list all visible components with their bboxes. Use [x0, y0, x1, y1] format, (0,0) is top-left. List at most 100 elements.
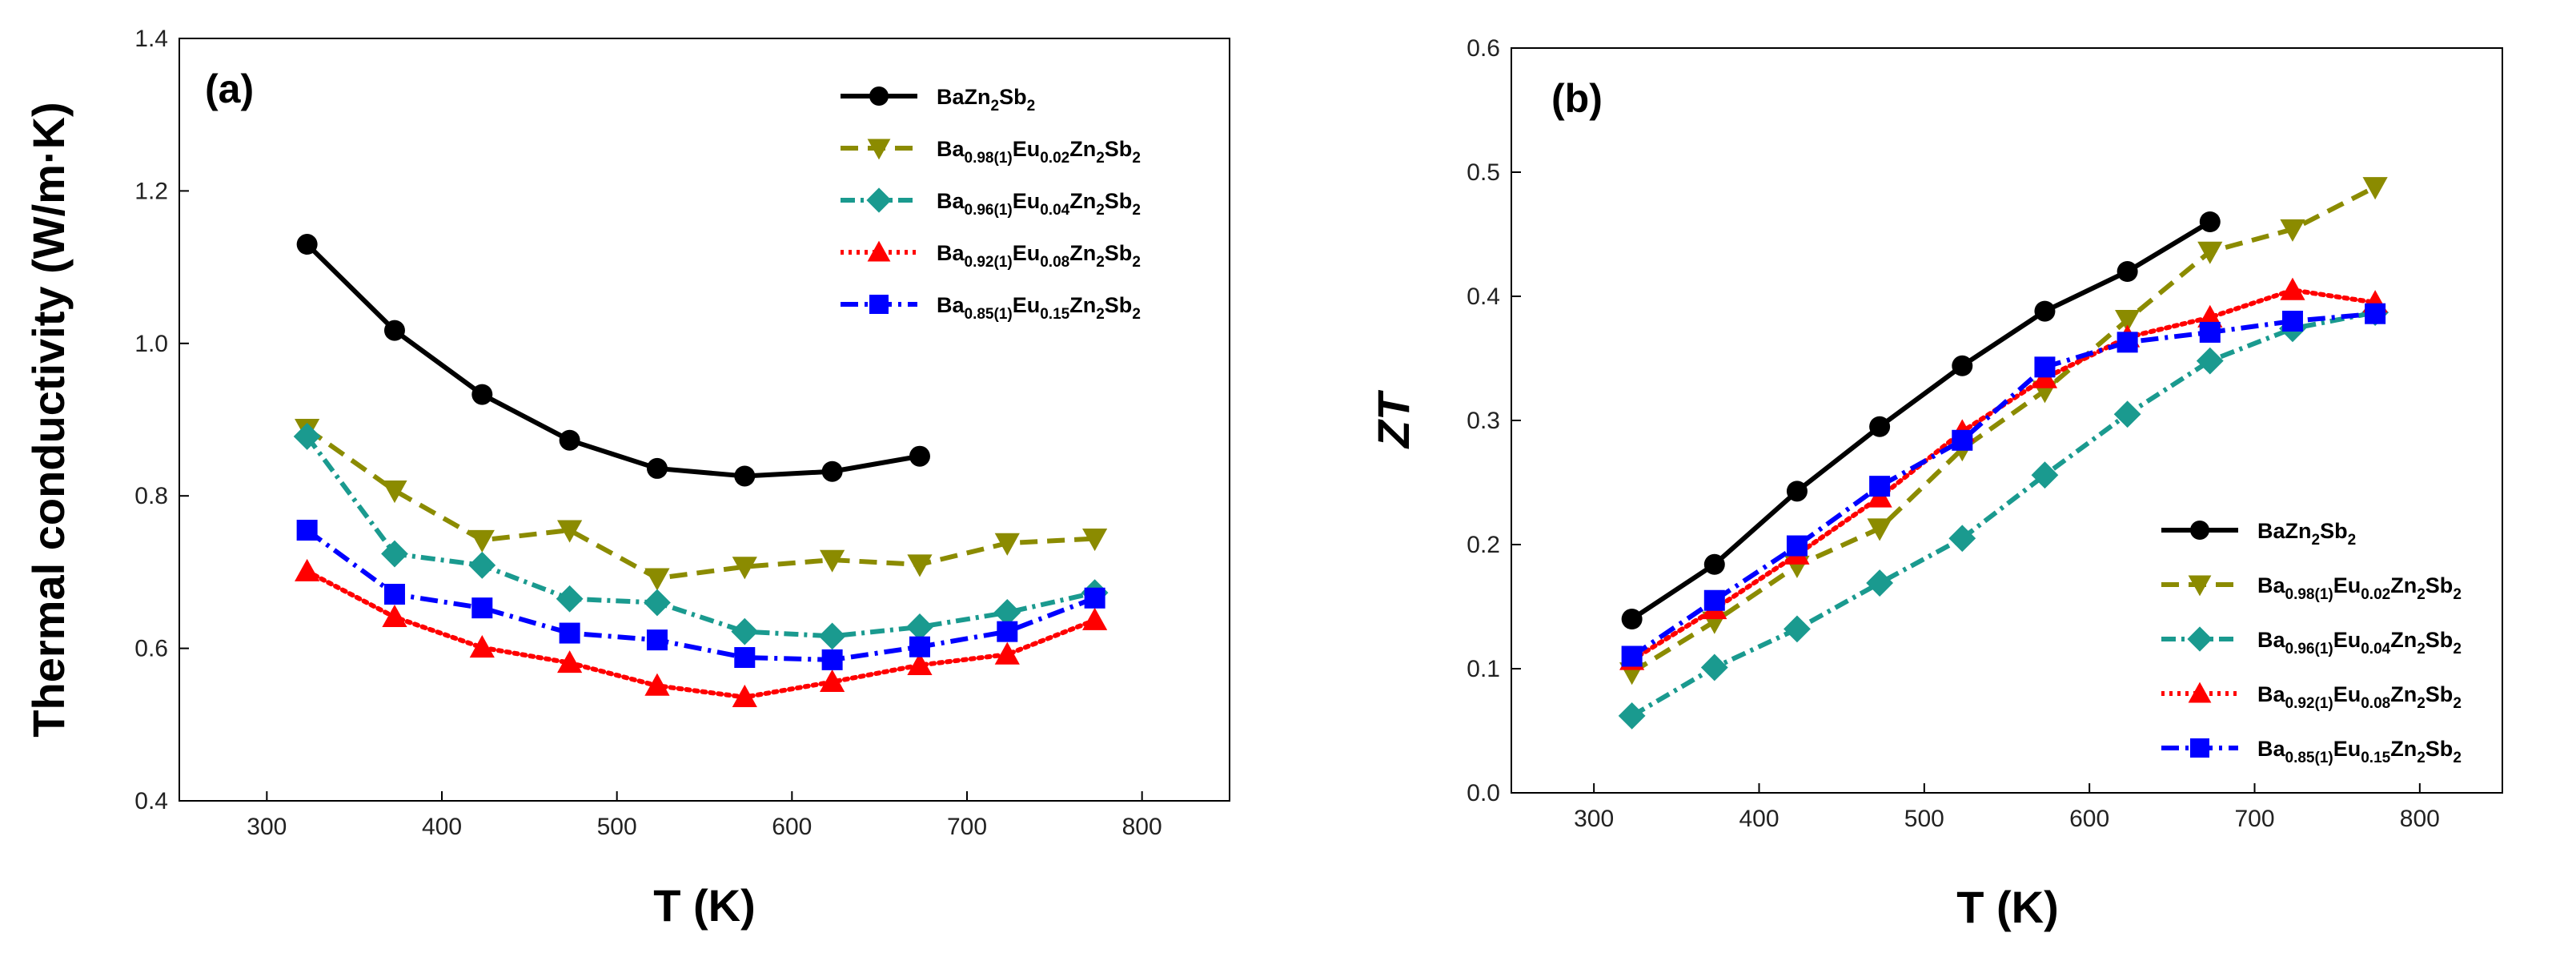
panel-a-data-point [295, 558, 320, 581]
panel-a-data-point [994, 533, 1020, 556]
panel-a-data-point [293, 423, 321, 450]
panel-a-x-tick-label: 800 [1122, 814, 1162, 840]
panel-a-data-point [469, 529, 495, 553]
panel-a-data-point [471, 597, 493, 619]
panel-a-series-line-1 [305, 426, 1095, 581]
panel-a-data-point [646, 629, 668, 651]
panel-b-legend-marker-1 [2188, 575, 2212, 597]
panel-a-data-point [907, 652, 933, 676]
panel-a-data-point [909, 636, 930, 657]
panel-a-data-point [644, 568, 670, 591]
panel-a-legend-marker-1 [867, 139, 891, 160]
panel-a-data-point [383, 320, 405, 341]
panel-a-y-tick-label: 0.4 [134, 788, 168, 814]
panel-b-data-point [1621, 645, 1643, 667]
panel-a-data-point [732, 684, 757, 708]
panel-b-data-point [1948, 525, 1976, 553]
panel-b-series-group [1618, 177, 2389, 730]
panel-b-data-point [1784, 615, 1811, 643]
panel-a-data-point [820, 669, 845, 692]
panel-b-legend-label-2: Ba0.96(1)Eu0.04Zn2Sb2 [2257, 628, 2462, 657]
panel-b-y-tick-label: 0.0 [1467, 780, 1500, 806]
panel-a-data-point [906, 613, 933, 641]
panel-a-data-point [556, 585, 584, 613]
panel-a-series-line-4 [305, 528, 1096, 662]
panel-b-x-tick-label: 800 [2400, 806, 2440, 832]
panel-a-legend-label-4: Ba0.85(1)Eu0.15Zn2Sb2 [937, 293, 1141, 323]
panel-a-y-tick-label: 0.6 [134, 636, 168, 662]
panel-b-series-line-2 [1631, 310, 2376, 718]
panel-a-x-tick-label: 600 [772, 814, 812, 840]
panel-b-legend-marker-0 [2190, 521, 2209, 540]
panel-a-data-point [468, 551, 496, 579]
panel-b-data-point [2365, 303, 2386, 324]
panel-a-legend-marker-3 [867, 240, 891, 262]
panel-b-data-point [1952, 355, 1973, 376]
panel-a-data-point [471, 384, 493, 405]
panel-a-x-tick-label: 500 [597, 814, 637, 840]
panel-a-y-tick-label: 1.4 [134, 26, 168, 52]
panel-b-x-tick-label: 400 [1739, 806, 1779, 832]
panel-a-data-point [997, 621, 1018, 642]
panel-a-series-group [293, 234, 1109, 708]
panel-b-data-point [2115, 309, 2141, 333]
panel-a-data-point [1084, 587, 1105, 609]
panel-a-data-point [993, 598, 1021, 626]
panel-b-data-point [1786, 481, 1808, 502]
panel-a-y-tick-label: 1.2 [134, 178, 168, 204]
panel-a-x-tick-label: 400 [422, 814, 462, 840]
panel-a-thermal-conductivity-chart: (a) T (K) Thermal conductivity (W/m·K) 3… [23, 26, 1230, 931]
panel-a-data-point [818, 622, 846, 650]
panel-b-data-point [2031, 461, 2059, 489]
panel-a-series-line-2 [305, 435, 1096, 639]
panel-a-data-point [907, 554, 933, 577]
panel-a-x-axis-title: T (K) [653, 880, 756, 931]
panel-b-data-point [2196, 347, 2224, 375]
panel-b-y-tick-label: 0.5 [1467, 159, 1500, 186]
panel-a-data-point [734, 465, 756, 487]
panel-b-data-point [1703, 589, 1725, 611]
panel-a-series-line-3 [304, 569, 1097, 700]
panel-b-data-point [2362, 177, 2388, 200]
panel-a-data-point [1082, 529, 1108, 552]
panel-b-data-point [2280, 277, 2305, 300]
panel-b-x-tick-label: 600 [2069, 806, 2109, 832]
panel-b-zt-chart: (b) T (K) ZT 300 400 500 600 700 800 0.0 0.1 0.2… [1368, 35, 2503, 932]
panel-b-y-tick-label: 0.2 [1467, 532, 1500, 558]
panel-b-y-tick-label: 0.6 [1467, 35, 1500, 62]
panel-a-data-point [731, 617, 759, 645]
panel-b-legend-marker-3 [2188, 682, 2212, 703]
panel-a-data-point [296, 520, 318, 541]
panel-b-legend: BaZn2Sb2 Ba0.98(1)Eu0.02Zn2Sb2 Ba0.96(1)Eu… [2161, 519, 2462, 766]
panel-a-legend-label-1: Ba0.98(1)Eu0.02Zn2Sb2 [937, 137, 1141, 167]
panel-b-data-point [2113, 400, 2141, 428]
panel-a-y-tick-label: 1.0 [134, 331, 168, 357]
panel-b-data-point [2117, 332, 2138, 353]
panel-b-data-point [2197, 241, 2223, 264]
panel-a-data-point [821, 649, 843, 670]
panel-b-y-tick-label: 0.3 [1467, 408, 1500, 434]
panel-b-y-tick-label: 0.4 [1467, 283, 1500, 310]
panel-a-axis-ticks: 300 400 500 600 700 800 0.4 0.6 0.8 1.0 1.2 1.4 [134, 26, 1162, 840]
panel-a-data-point [909, 445, 930, 467]
panel-b-series-line-3 [1629, 288, 2378, 663]
panel-b-data-point [1867, 518, 1892, 541]
panel-a-legend-marker-2 [866, 187, 892, 213]
panel-b-data-point [1869, 416, 1891, 437]
panel-b-data-point [2034, 356, 2056, 378]
panel-a-data-point [821, 460, 843, 482]
panel-b-axis-ticks: 300 400 500 600 700 800 0.0 0.1 0.2 0.3 0.4 0.5 0.6 [1467, 35, 2440, 832]
panel-a-data-point [382, 481, 407, 504]
panel-b-legend-label-4: Ba0.85(1)Eu0.15Zn2Sb2 [2257, 737, 2462, 766]
panel-b-data-point [2199, 321, 2221, 343]
panel-b-data-point [1621, 609, 1643, 629]
panel-b-data-point [1952, 429, 1973, 451]
panel-a-legend-label-3: Ba0.92(1)Eu0.08Zn2Sb2 [937, 241, 1141, 271]
panel-b-data-point [1703, 553, 1725, 575]
panel-b-data-point [2199, 211, 2221, 232]
panel-a-data-point [382, 604, 407, 628]
panel-b-legend-marker-2 [2187, 626, 2213, 652]
panel-a-data-point [734, 647, 756, 669]
panel-b-plot-frame [1511, 47, 2503, 794]
